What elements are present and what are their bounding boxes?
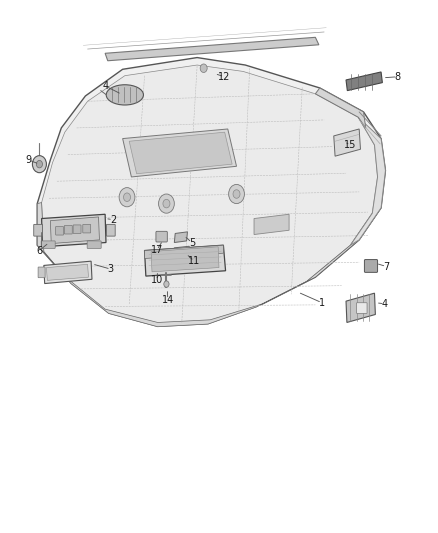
Text: 2: 2: [110, 215, 116, 224]
Circle shape: [159, 194, 174, 213]
FancyBboxPatch shape: [357, 303, 367, 313]
Polygon shape: [254, 214, 289, 235]
FancyBboxPatch shape: [34, 224, 42, 236]
FancyBboxPatch shape: [83, 224, 91, 233]
Polygon shape: [174, 232, 187, 243]
Circle shape: [164, 281, 169, 287]
Text: 14: 14: [162, 295, 174, 304]
Polygon shape: [346, 72, 382, 91]
FancyBboxPatch shape: [364, 260, 378, 272]
Text: 9: 9: [25, 155, 32, 165]
Polygon shape: [315, 88, 366, 128]
Text: 12: 12: [218, 72, 230, 82]
Polygon shape: [145, 245, 223, 259]
Circle shape: [200, 64, 207, 72]
Polygon shape: [350, 117, 385, 245]
Text: 17: 17: [151, 245, 163, 255]
Polygon shape: [123, 129, 237, 177]
Circle shape: [119, 188, 135, 207]
Polygon shape: [174, 246, 190, 259]
Text: 6: 6: [36, 246, 42, 255]
FancyBboxPatch shape: [56, 227, 64, 235]
Polygon shape: [145, 245, 226, 276]
FancyBboxPatch shape: [106, 224, 115, 236]
Polygon shape: [37, 187, 381, 327]
Circle shape: [229, 184, 244, 204]
Polygon shape: [42, 65, 378, 327]
Polygon shape: [46, 264, 88, 280]
FancyBboxPatch shape: [64, 225, 72, 234]
Polygon shape: [44, 261, 92, 284]
Polygon shape: [151, 247, 219, 272]
Text: 1: 1: [319, 298, 325, 308]
Text: 8: 8: [395, 72, 401, 82]
Polygon shape: [334, 129, 360, 156]
Text: 11: 11: [188, 256, 200, 266]
Polygon shape: [37, 58, 385, 322]
Text: 15: 15: [344, 140, 357, 150]
Circle shape: [36, 160, 42, 168]
Polygon shape: [129, 132, 232, 174]
Text: 4: 4: [103, 82, 109, 91]
Polygon shape: [346, 293, 375, 322]
Text: 7: 7: [383, 262, 389, 271]
Circle shape: [32, 156, 46, 173]
Text: 5: 5: [189, 238, 195, 247]
Circle shape: [124, 193, 131, 201]
Ellipse shape: [106, 85, 143, 105]
FancyBboxPatch shape: [156, 231, 167, 242]
Circle shape: [233, 190, 240, 198]
Polygon shape: [50, 217, 99, 244]
FancyBboxPatch shape: [87, 241, 101, 248]
Polygon shape: [42, 214, 106, 247]
Circle shape: [163, 199, 170, 208]
Text: 10: 10: [151, 276, 163, 285]
Text: 4: 4: [381, 299, 388, 309]
FancyBboxPatch shape: [38, 267, 45, 278]
FancyBboxPatch shape: [41, 241, 55, 248]
FancyBboxPatch shape: [73, 225, 81, 233]
Text: 3: 3: [108, 264, 114, 274]
Polygon shape: [105, 37, 319, 61]
